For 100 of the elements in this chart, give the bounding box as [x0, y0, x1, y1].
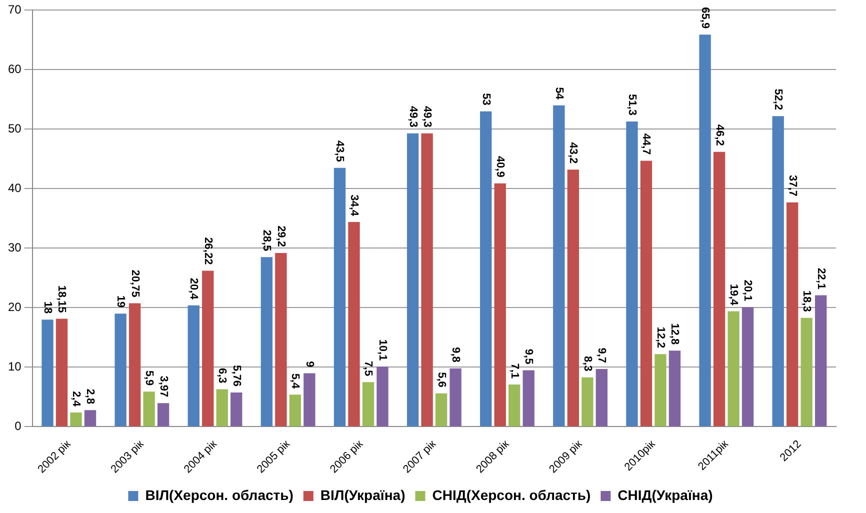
- data-label: 20,4: [188, 278, 200, 300]
- legend-label: СНІД(Херсон. область): [432, 486, 591, 503]
- bar: [553, 105, 565, 426]
- bar: [128, 303, 141, 426]
- data-label: 49,3: [406, 106, 419, 128]
- data-label: 22,1: [814, 268, 827, 290]
- data-label: 43,2: [567, 142, 580, 164]
- bar: [406, 133, 419, 426]
- data-label: 43,5: [334, 140, 346, 162]
- bar: [202, 270, 214, 426]
- bar: [742, 307, 754, 426]
- bar: [334, 168, 346, 426]
- bar: [435, 393, 448, 426]
- legend-label: ВІЛ(Херсон. область): [145, 486, 294, 503]
- data-label: 9: [303, 361, 316, 368]
- data-label: 29,2: [274, 226, 287, 247]
- data-label: 7,5: [362, 360, 374, 376]
- bar: [230, 392, 242, 426]
- bar: [567, 170, 580, 426]
- data-label: 2,4: [70, 391, 82, 408]
- bar: [421, 133, 433, 426]
- bar: [668, 350, 681, 426]
- data-label: 46,2: [713, 124, 726, 146]
- y-tick-label: 0: [14, 419, 22, 434]
- bar: [260, 257, 273, 426]
- data-label: 40,9: [494, 156, 506, 178]
- bar: [42, 320, 54, 426]
- data-label: 26,22: [202, 237, 214, 265]
- bar: [289, 394, 302, 426]
- data-label: 19,4: [728, 284, 740, 306]
- data-label: 12,2: [654, 326, 666, 348]
- bar: [815, 295, 827, 426]
- bar: [84, 410, 96, 426]
- data-label: 5,4: [289, 373, 302, 390]
- data-label: 20,1: [742, 280, 754, 302]
- bar: [275, 252, 287, 426]
- bar: [450, 368, 462, 426]
- bar: [304, 373, 316, 426]
- data-label: 65,9: [699, 7, 712, 29]
- bar: [508, 384, 520, 426]
- data-label: 9,7: [596, 348, 608, 364]
- bar: [348, 222, 360, 426]
- legend-label: ВІЛ(Україна): [320, 486, 406, 503]
- data-label: 9,5: [522, 348, 535, 364]
- y-tick-label: 30: [8, 240, 22, 255]
- bar: [143, 392, 155, 426]
- data-label: 54: [552, 87, 565, 100]
- bar: [640, 160, 652, 426]
- y-tick-label: 60: [8, 62, 22, 76]
- bar: [362, 382, 374, 426]
- data-label: 6,3: [216, 368, 228, 384]
- bar: [70, 412, 82, 426]
- data-label: 7,1: [508, 363, 520, 378]
- bar: [216, 389, 228, 426]
- y-tick-label: 40: [8, 181, 22, 196]
- data-label: 34,4: [348, 194, 360, 217]
- data-label: 5,9: [143, 370, 156, 386]
- bar: [157, 403, 170, 426]
- bar: [786, 202, 798, 426]
- bar: [114, 314, 126, 426]
- data-label: 2,8: [84, 388, 96, 404]
- data-label: 44,7: [640, 133, 652, 155]
- data-label: 10,1: [376, 339, 388, 361]
- data-label: 53: [480, 93, 492, 106]
- data-label: 37,7: [786, 174, 798, 196]
- bar: [494, 183, 506, 426]
- data-label: 51,3: [626, 94, 638, 116]
- data-label: 49,3: [421, 106, 434, 128]
- data-label: 28,5: [260, 230, 273, 252]
- data-label: 3,97: [157, 376, 170, 398]
- data-label: 12,8: [668, 323, 681, 345]
- data-label: 52,2: [772, 88, 784, 110]
- data-label: 18,15: [56, 285, 68, 313]
- bar: [376, 366, 388, 426]
- data-label: 8,3: [581, 356, 594, 372]
- y-tick-label: 50: [8, 122, 22, 136]
- bar: [596, 369, 608, 426]
- legend-label: СНІД(Україна): [618, 486, 713, 503]
- data-label: 9,8: [450, 347, 462, 362]
- data-label: 5,6: [435, 372, 448, 388]
- bar: [800, 318, 812, 426]
- bar: [713, 152, 726, 426]
- y-tick-label: 20: [8, 300, 22, 314]
- bar: [626, 121, 638, 426]
- bar: [699, 34, 711, 426]
- data-label: 5,76: [230, 365, 242, 386]
- bar: [522, 370, 534, 426]
- bar: [188, 305, 200, 426]
- bar: [56, 318, 68, 426]
- bar: [480, 111, 492, 426]
- bar: [728, 311, 740, 426]
- bar: [654, 354, 666, 426]
- bar: [772, 116, 784, 426]
- bar: [582, 377, 594, 426]
- data-label: 18,3: [800, 290, 813, 312]
- data-label: 20,75: [128, 270, 141, 298]
- y-tick-label: 10: [8, 360, 22, 374]
- y-tick-label: 70: [8, 2, 22, 17]
- data-label: 19: [114, 295, 127, 308]
- data-label: 18: [41, 301, 54, 314]
